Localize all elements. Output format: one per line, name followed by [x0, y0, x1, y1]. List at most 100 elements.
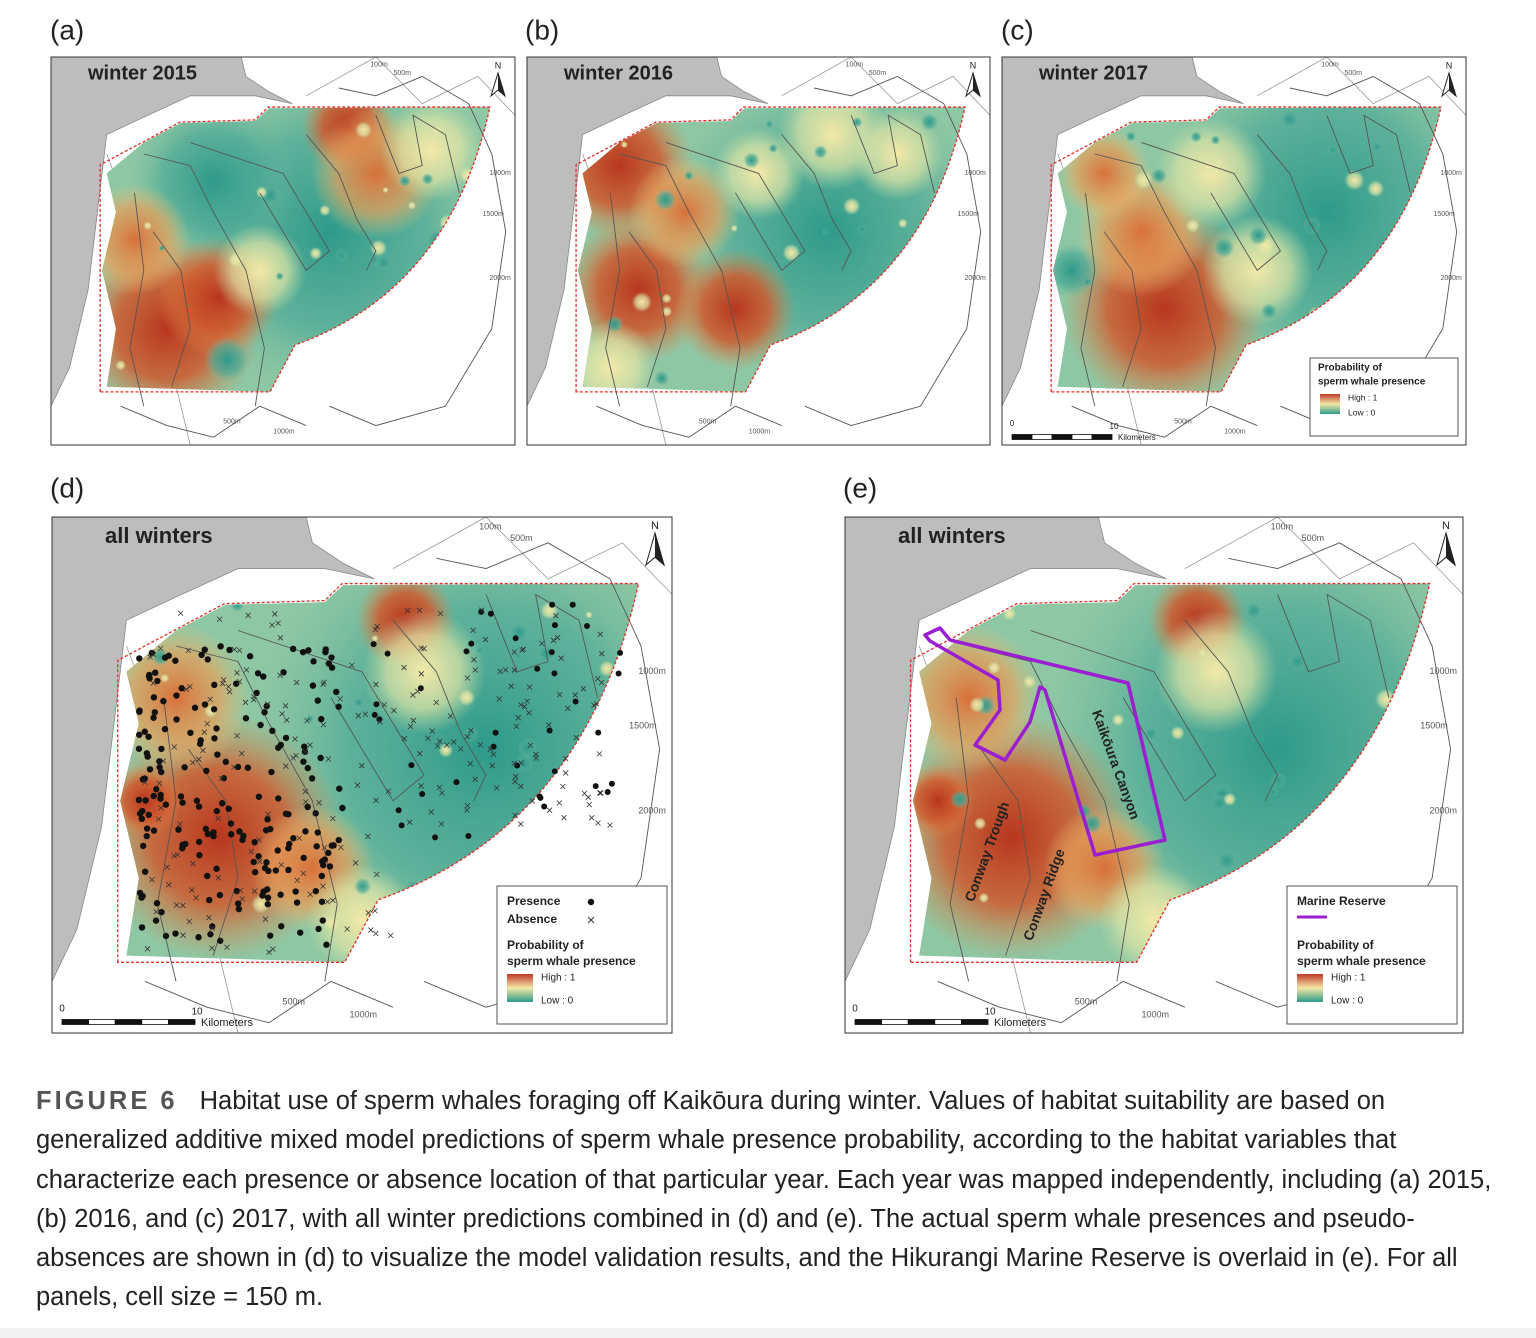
- presence-point: [207, 931, 214, 938]
- absence-point: [282, 703, 289, 709]
- depth-label: 2000m: [964, 275, 986, 282]
- presence-point: [178, 685, 185, 692]
- scale-segment: [934, 1019, 962, 1025]
- presence-point: [335, 836, 342, 844]
- presence-point: [154, 677, 161, 685]
- surface-spot: [1170, 726, 1185, 741]
- surface-spot: [143, 221, 152, 230]
- legend: Presence Absence Probability of sperm whale…: [496, 885, 668, 1025]
- presence-point: [584, 622, 591, 629]
- presence-point: [195, 803, 203, 810]
- presence-point: [339, 804, 346, 812]
- presence-point: [318, 898, 326, 905]
- presence-point: [242, 715, 250, 722]
- absence-point: [352, 860, 359, 866]
- presence-point: [320, 861, 327, 869]
- legend-presence: Presence: [507, 894, 561, 908]
- absence-point: [302, 799, 309, 805]
- surface-spot: [353, 877, 372, 896]
- absence-point: [277, 635, 284, 641]
- absence-point: [416, 750, 423, 757]
- absence-point: [556, 800, 563, 806]
- surface-spot: [1367, 180, 1385, 198]
- presence-point: [465, 832, 472, 839]
- absence-point: [464, 733, 471, 740]
- surface-spot: [1210, 135, 1221, 145]
- surface-blob: [204, 336, 251, 383]
- presence-point: [158, 908, 165, 916]
- absence-point: [330, 815, 336, 822]
- presence-point: [370, 641, 377, 648]
- surface-spot: [370, 239, 388, 257]
- absence-point: [215, 815, 221, 822]
- absence-point: [207, 696, 213, 703]
- scale-segment: [881, 1019, 909, 1025]
- absence-point: [264, 701, 271, 707]
- presence-point: [302, 828, 309, 835]
- presence-point: [260, 673, 267, 680]
- surface-spot: [987, 661, 1001, 675]
- absence-point: [292, 736, 298, 742]
- presence-point: [136, 707, 143, 714]
- presence-point: [289, 645, 297, 653]
- absence-point: [539, 640, 545, 647]
- absence-point: [470, 627, 476, 634]
- absence-point: [354, 782, 361, 788]
- absence-point: [186, 918, 193, 925]
- absence-point: [407, 723, 414, 730]
- absence-point: [180, 932, 186, 938]
- contour: [152, 231, 191, 387]
- contour: [949, 697, 970, 982]
- presence-point: [432, 834, 439, 841]
- depth-label: 1500m: [629, 720, 657, 730]
- absence-point: [349, 662, 355, 669]
- absence-point: [316, 799, 322, 806]
- absence-point: [444, 742, 450, 748]
- north-label: N: [495, 60, 502, 70]
- depth-label: 1500m: [482, 211, 504, 218]
- presence-point: [264, 901, 271, 908]
- absence-point: [234, 732, 240, 739]
- absence-point: [418, 671, 425, 677]
- contour: [1103, 231, 1142, 387]
- absence-point: [262, 916, 269, 922]
- presence-point: [398, 822, 405, 829]
- absence-point: [562, 755, 569, 762]
- absence-point: [150, 680, 157, 686]
- absence-point: [206, 914, 212, 921]
- absence-point: [418, 783, 424, 789]
- presence-point: [319, 917, 326, 924]
- depth-label: 1000m: [489, 170, 511, 177]
- surface-spot: [457, 688, 476, 707]
- contour: [619, 153, 741, 407]
- absence-point: [362, 711, 369, 718]
- absence-point: [562, 770, 569, 776]
- absence-point: [487, 746, 494, 752]
- absence-point: [188, 887, 195, 893]
- absence-point: [320, 721, 327, 728]
- absence-point: [546, 722, 552, 728]
- absence-point: [533, 755, 539, 761]
- north-arrow-half: [973, 73, 980, 96]
- absence-point: [511, 649, 518, 655]
- presence-point: [300, 854, 307, 862]
- absence-point: [450, 739, 457, 745]
- presence-point: [478, 608, 485, 615]
- presence-point: [293, 899, 301, 906]
- depth-label: 100m: [370, 62, 388, 69]
- map-body: [527, 57, 990, 445]
- presence-point: [182, 840, 189, 848]
- land: [51, 57, 293, 407]
- contour: [1030, 630, 1217, 802]
- presence-point: [179, 799, 186, 806]
- presence-point: [211, 735, 218, 742]
- absence-point: [416, 607, 423, 614]
- contour: [1094, 153, 1216, 407]
- surface-spot: [353, 697, 364, 708]
- presence-point: [234, 900, 242, 907]
- legend: Marine Reserve Probability of sperm whale …: [1286, 885, 1458, 1025]
- scale-segment: [961, 1019, 989, 1025]
- absence-point: [365, 833, 371, 840]
- scale-unit: Kilometers: [201, 1017, 253, 1029]
- contour: [144, 980, 394, 1024]
